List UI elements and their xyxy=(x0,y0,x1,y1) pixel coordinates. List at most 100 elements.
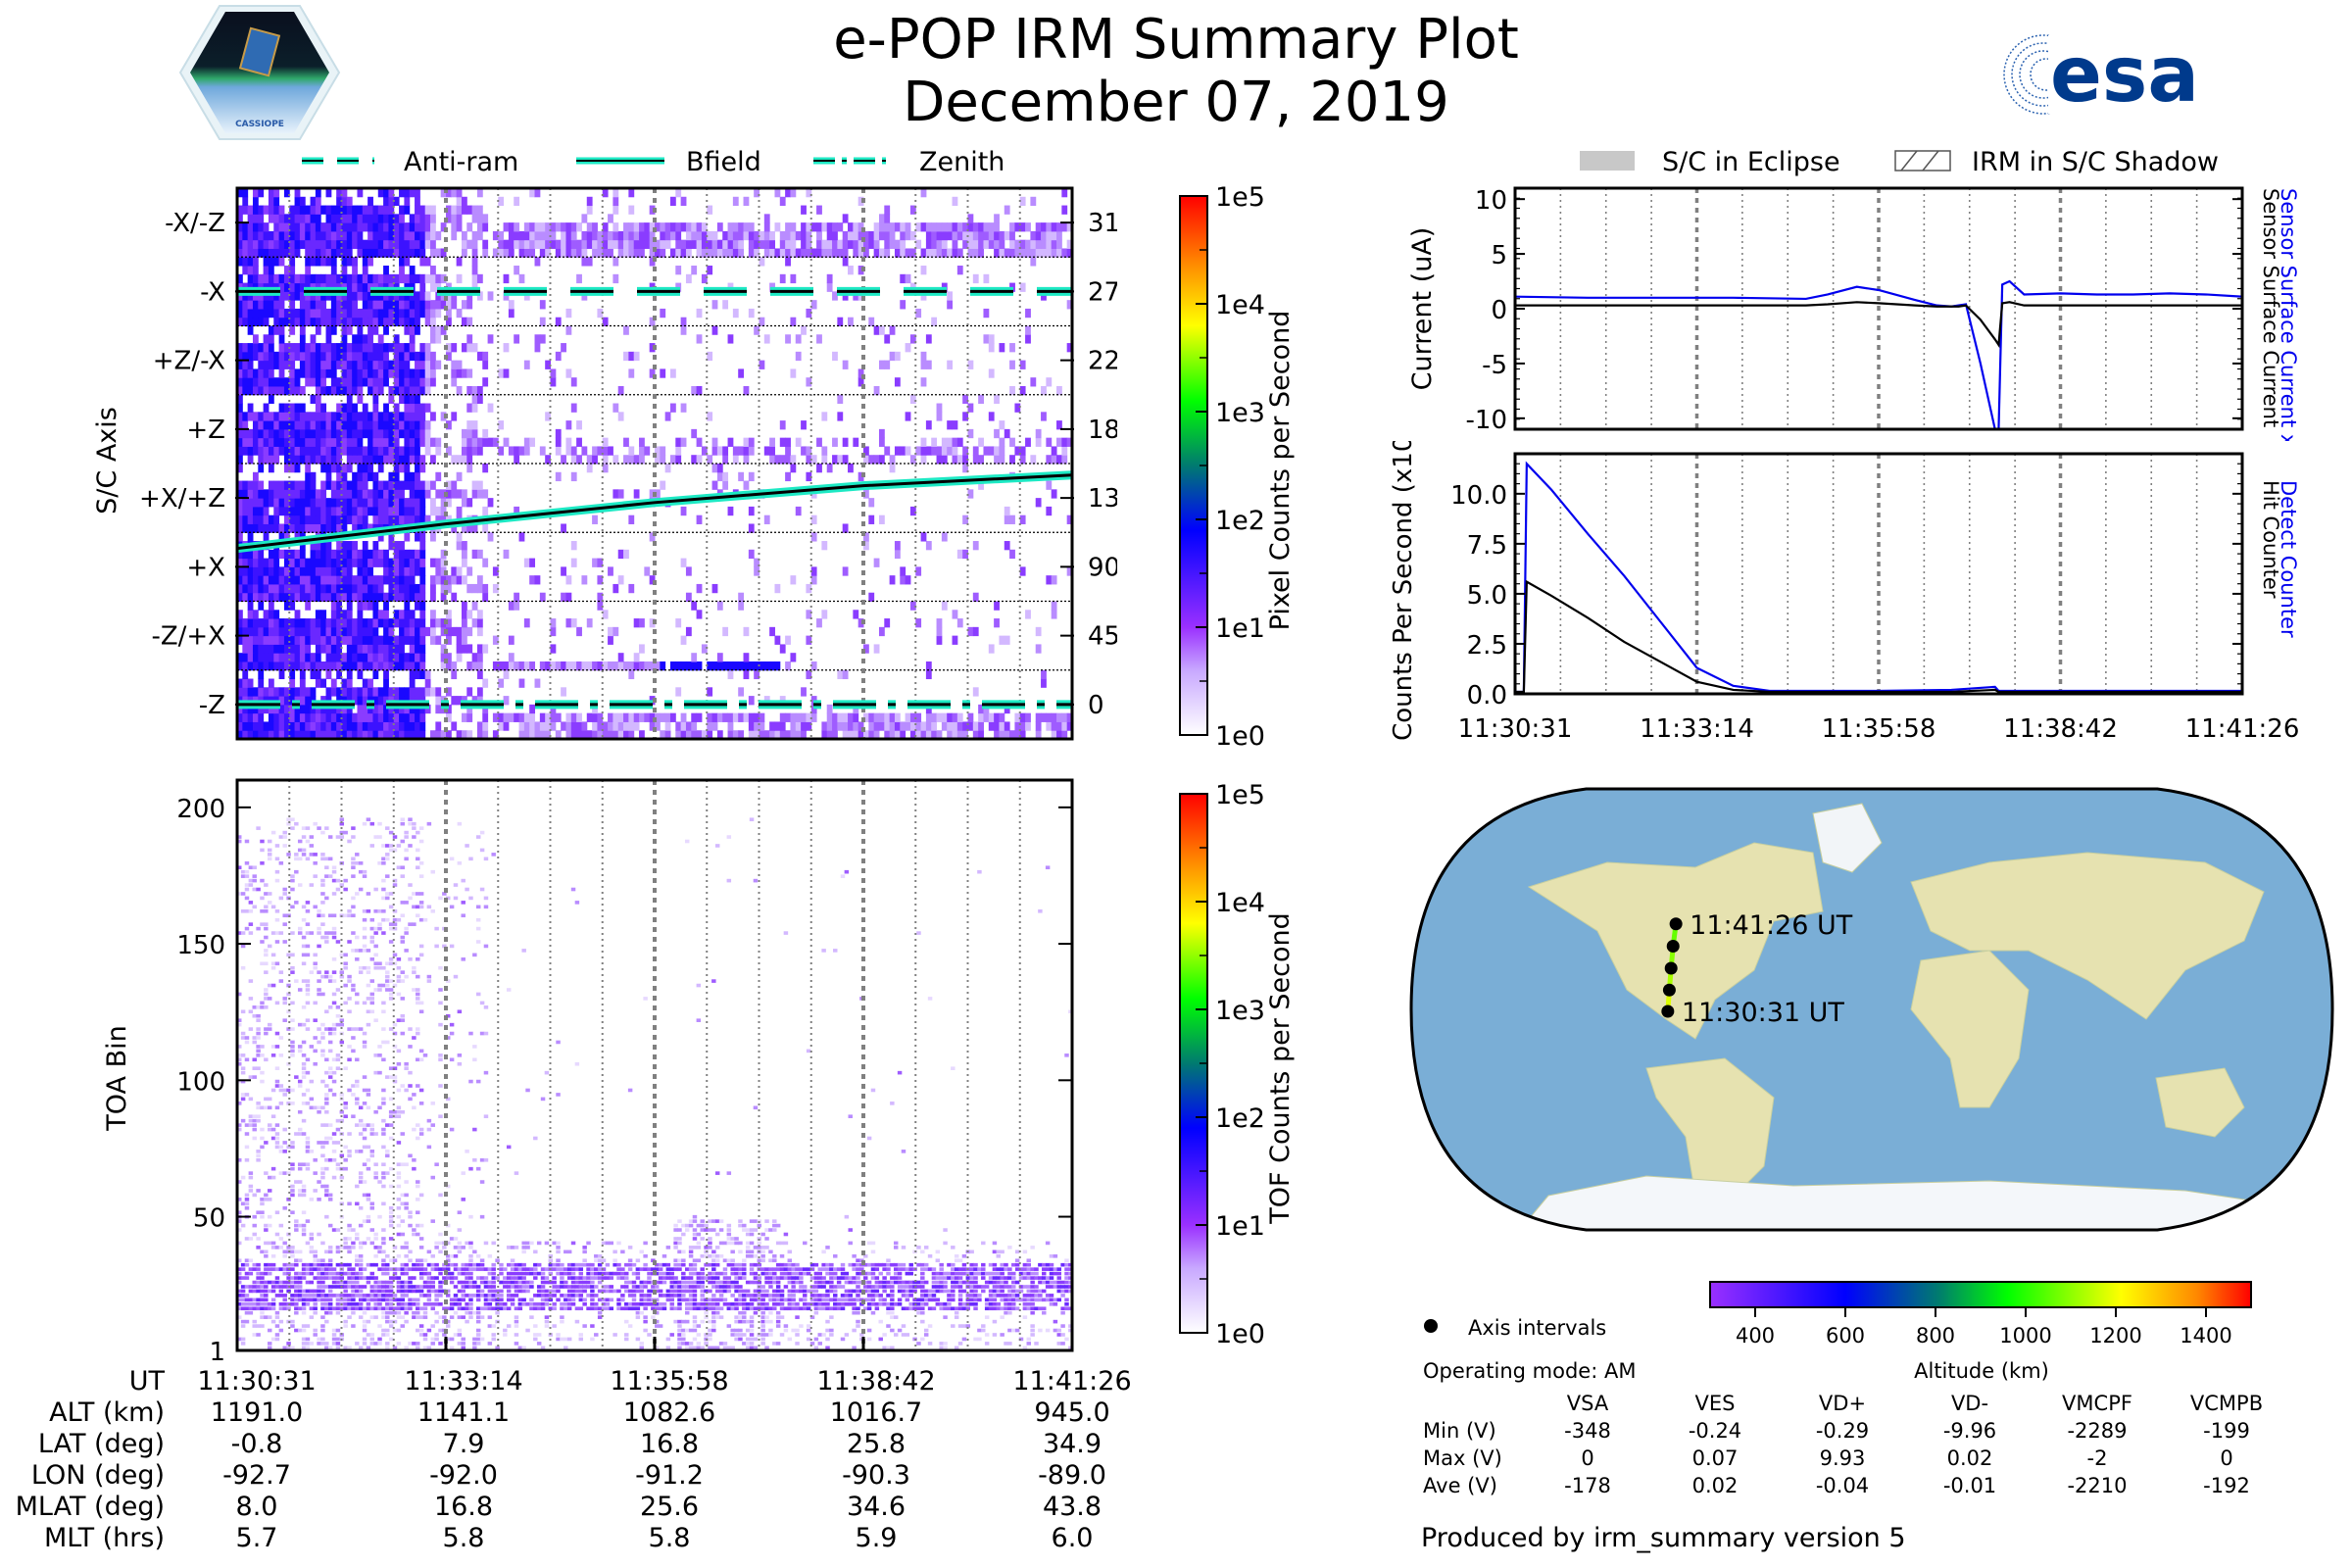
spectrogram-cell xyxy=(435,721,442,731)
spectrogram-cell xyxy=(482,428,489,439)
spectrogram-cell xyxy=(336,506,342,516)
spectrogram-cell xyxy=(424,704,431,714)
tof-cell xyxy=(362,1324,368,1328)
tof-cell xyxy=(358,1289,364,1294)
tof-cell xyxy=(324,865,329,870)
spectrogram-cell xyxy=(466,712,473,722)
spectrogram-cell xyxy=(330,257,337,267)
spectrogram-cell xyxy=(419,360,426,369)
spectrogram-cell xyxy=(399,575,405,585)
spectrogram-cell xyxy=(283,566,290,576)
tof-cell xyxy=(362,917,368,922)
spectrogram-cell xyxy=(258,343,265,353)
tof-cell xyxy=(358,970,364,974)
spectrogram-cell xyxy=(1019,248,1026,258)
spectrogram-cell xyxy=(456,222,463,232)
spectrogram-cell xyxy=(555,248,562,258)
spectrogram-cell xyxy=(299,583,306,594)
spectrogram-cell xyxy=(268,420,274,430)
spectrogram-cell xyxy=(273,566,280,576)
spectrogram-cell xyxy=(315,541,321,551)
spectrogram-cell xyxy=(664,721,671,731)
spectrogram-cell xyxy=(576,239,582,249)
spectrogram-cell xyxy=(999,248,1005,258)
spectrogram-cell xyxy=(372,222,379,232)
spectrogram-cell xyxy=(763,230,770,241)
spectrogram-cell xyxy=(278,257,285,267)
spectrogram-cell xyxy=(310,730,317,740)
spectrogram-cell xyxy=(372,377,379,387)
spectrogram-cell xyxy=(346,214,353,223)
tof-cell xyxy=(362,926,368,931)
spectrogram-cell xyxy=(466,661,473,671)
tof-cell xyxy=(313,1157,318,1162)
spectrogram-cell xyxy=(404,464,411,473)
tof-cell xyxy=(274,1141,280,1145)
spectrogram-cell xyxy=(393,712,400,722)
spectrogram-cell xyxy=(409,644,416,654)
spectrogram-cell xyxy=(576,712,582,722)
spectrogram-cell xyxy=(368,455,373,465)
spectrogram-cell xyxy=(352,583,358,594)
spectrogram-cell xyxy=(289,635,296,645)
spectrogram-cell xyxy=(832,730,838,740)
tof-cell xyxy=(290,1267,295,1271)
tof-cell xyxy=(324,1189,329,1193)
spectrogram-cell xyxy=(419,257,426,267)
tof-cell xyxy=(373,1171,378,1175)
spectrogram-cell xyxy=(617,248,624,258)
spectrogram-cell xyxy=(952,437,958,447)
tof-cell xyxy=(320,1241,325,1246)
spectrogram-cell xyxy=(424,239,431,249)
spectrogram-cell xyxy=(320,704,327,714)
spectrogram-cell xyxy=(388,498,395,508)
spectrogram-cell xyxy=(649,618,656,628)
spectrogram-cell xyxy=(419,403,426,413)
spectrogram-cell xyxy=(352,334,358,344)
spectrogram-cell xyxy=(336,687,342,697)
tof-cell xyxy=(313,860,318,865)
spectrogram-cell xyxy=(399,610,405,619)
spectrogram-cell xyxy=(696,730,703,740)
tof-cell xyxy=(294,1258,299,1263)
spectrogram-cell xyxy=(461,575,467,585)
tof-cell xyxy=(301,826,307,830)
spectrogram-cell xyxy=(889,351,896,362)
tof-cell xyxy=(274,1280,280,1285)
spectrogram-cell xyxy=(357,377,364,387)
spectrogram-cell xyxy=(289,317,296,326)
spectrogram-cell xyxy=(357,592,364,602)
spectrogram-cell xyxy=(884,446,891,456)
spectrogram-cell xyxy=(925,420,932,430)
spectrogram-cell xyxy=(983,712,990,722)
spectrogram-cell xyxy=(258,188,265,198)
spectrogram-cell xyxy=(377,558,384,567)
tof-cell xyxy=(248,979,254,983)
tof-cell xyxy=(286,1289,291,1294)
spectrogram-cell xyxy=(790,721,797,731)
spectrogram-cell xyxy=(341,575,348,585)
spectrogram-cell xyxy=(299,343,306,353)
spectrogram-cell xyxy=(289,230,296,241)
spectrogram-cell xyxy=(346,351,353,362)
spectrogram-cell xyxy=(415,239,420,249)
spectrogram-cell xyxy=(258,712,265,722)
spectrogram-cell xyxy=(352,230,358,241)
spectrogram-cell xyxy=(289,661,296,671)
spectrogram-cell xyxy=(237,661,243,671)
tof-cell xyxy=(339,1246,345,1250)
tof-cell xyxy=(267,1315,272,1319)
spectrogram-cell xyxy=(1009,230,1015,241)
spectrogram-cell xyxy=(393,273,400,284)
tof-cell xyxy=(260,1271,265,1276)
spectrogram-cell xyxy=(341,385,348,396)
spectrogram-cell xyxy=(972,687,979,697)
spectrogram-cell xyxy=(383,514,389,524)
spectrogram-cell xyxy=(415,687,420,697)
spectrogram-cell xyxy=(1056,222,1062,232)
tof-cell xyxy=(324,1070,329,1075)
tof-cell xyxy=(305,953,311,957)
tof-cell xyxy=(369,1228,375,1232)
spectrogram-cell xyxy=(664,730,671,740)
spectrogram-cell xyxy=(644,712,651,722)
